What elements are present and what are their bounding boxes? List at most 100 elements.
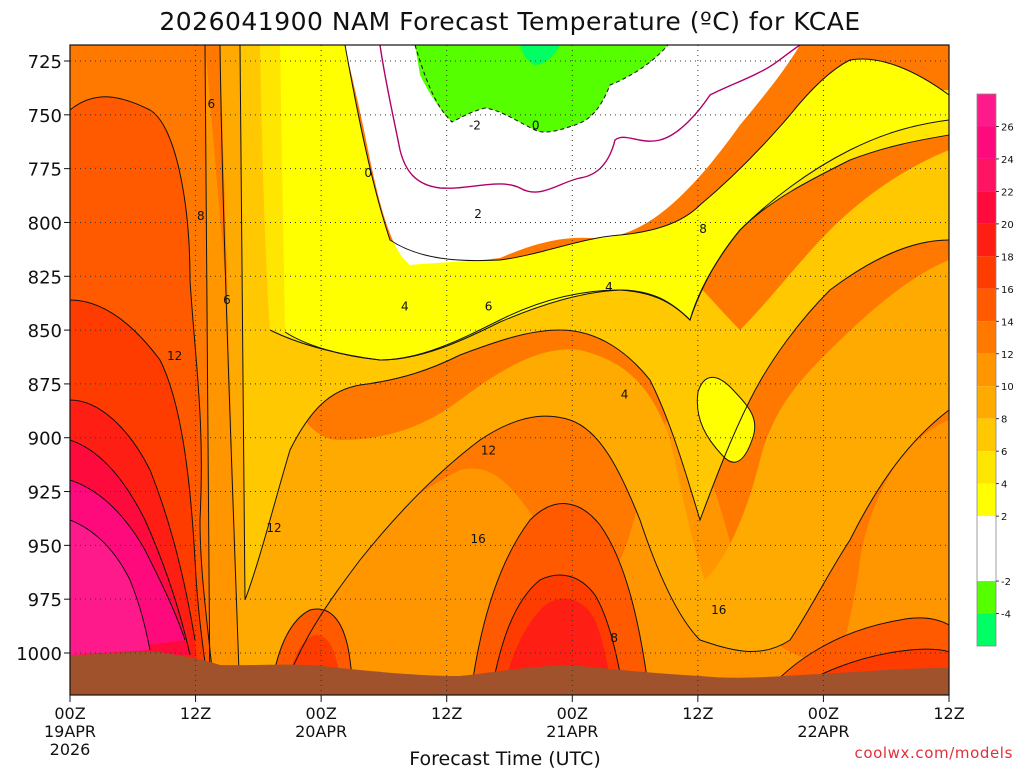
- contour-lines: [70, 45, 949, 695]
- contour-label: 16: [470, 532, 485, 546]
- band-26-to-28-left: [70, 520, 150, 655]
- x-tick-date: 22APR: [797, 722, 849, 741]
- colorbar-band: [977, 386, 996, 419]
- colorbar-band: [977, 288, 996, 322]
- contour-minus2-dashed: [414, 45, 669, 133]
- colorbar-tick-label: 14: [1001, 317, 1014, 328]
- contour-12-vertical: [204, 45, 211, 695]
- freezing-line-0c: [379, 45, 801, 193]
- colorbar-band: [977, 451, 996, 484]
- y-tick-label: 1000: [16, 644, 62, 665]
- colorbar-tick-label: 18: [1001, 252, 1014, 263]
- contour-label: 6: [207, 97, 215, 111]
- x-tick-label: 12Z: [431, 704, 462, 723]
- x-tick-label: 00Z: [54, 704, 85, 723]
- colorbar-tick-label: -4: [1001, 610, 1011, 621]
- contour-14-22apr: [763, 617, 949, 695]
- x-tick-year: 2026: [50, 740, 91, 759]
- colorbar-band: [977, 516, 996, 582]
- colorbar-band: [977, 191, 996, 224]
- y-tick-label: 800: [28, 213, 62, 234]
- colorbar-tick-label: 6: [1001, 447, 1007, 458]
- contour-16-left: [70, 299, 210, 695]
- colorbar-tick-label: 22: [1001, 187, 1014, 198]
- y-tick-label: 850: [28, 321, 62, 342]
- contour-10-vertical: [219, 45, 241, 695]
- y-tick-label: 875: [28, 375, 62, 396]
- contour-16-center: [490, 574, 625, 695]
- y-tick-label: 775: [28, 160, 62, 181]
- band-8-to-10: [220, 45, 949, 695]
- contour-label: 4: [621, 388, 629, 402]
- contour-label: 4: [401, 299, 409, 313]
- band-minus6-to-minus4: [520, 45, 560, 65]
- y-tick-label: 925: [28, 483, 62, 504]
- band-2-to-4: [280, 45, 949, 360]
- contour-14-left: [70, 96, 216, 695]
- contour-label: 8: [699, 222, 707, 236]
- chart-title: 2026041900 NAM Forecast Temperature (ºC)…: [159, 7, 860, 36]
- contour-8: [244, 239, 949, 601]
- contour-14-center: [470, 503, 650, 695]
- credit-text: coolwx.com/models: [855, 744, 1014, 762]
- contour-label: 0: [532, 119, 540, 133]
- colorbar-band: [977, 353, 996, 387]
- contour-label: 2: [474, 207, 482, 221]
- colorbar-band: [977, 613, 996, 646]
- x-tick-date: 19APR: [44, 722, 96, 741]
- contour-10: [281, 409, 949, 695]
- colorbar-frame: [976, 93, 997, 647]
- x-tick-label: 00Z: [808, 704, 839, 723]
- band-10-to-12: [205, 45, 949, 695]
- colorbar-tick-label: -2: [1001, 577, 1011, 588]
- x-axis-label: Forecast Time (UTC): [409, 748, 600, 768]
- colorbar-band: [977, 321, 996, 354]
- y-tick-label: 950: [28, 536, 62, 557]
- colorbar-tick-label: 24: [1001, 155, 1014, 166]
- contour-label: -2: [469, 119, 481, 133]
- contour-label: 16: [711, 603, 726, 617]
- contour-label: 12: [266, 521, 281, 535]
- colorbar-band: [977, 158, 996, 192]
- contour-4: [284, 119, 949, 361]
- contour-4-cell: [696, 376, 756, 463]
- contour-8-vertical: [239, 45, 246, 601]
- y-tick-label: 975: [28, 590, 62, 611]
- x-tick-date: 20APR: [295, 722, 347, 741]
- x-tick-date: 21APR: [546, 722, 598, 741]
- colorbar-tick-label: 26: [1001, 122, 1014, 133]
- y-tick-label: 900: [28, 429, 62, 450]
- contour-2: [344, 45, 949, 262]
- colorbar-tick-label: 4: [1001, 480, 1007, 491]
- plot-frame: [69, 44, 950, 696]
- y-tick-label: 750: [28, 106, 62, 127]
- y-tick-label: 825: [28, 267, 62, 288]
- contour-label: 12: [167, 349, 182, 363]
- contour-label: 8: [610, 631, 618, 645]
- contour-label: 0: [364, 166, 372, 180]
- contour-18-left: [70, 399, 196, 641]
- contour-labels: 6 8 6 12 0 -2 0 2 4 6 4 8 4 12 12 16 8 16: [167, 97, 726, 645]
- contour-14-20apr: [270, 608, 355, 695]
- y-axis: 725 750 775 800 825 850 875 900 925 950 975 1000: [16, 52, 70, 665]
- contour-label: 6: [223, 293, 231, 307]
- band-minus4-to-minus2: [415, 45, 668, 133]
- temperature-field: [70, 45, 949, 695]
- contour-20-left: [70, 439, 191, 656]
- colorbar-tick-label: 2: [1001, 512, 1007, 523]
- x-tick-label: 12Z: [682, 704, 713, 723]
- contour-24-left: [70, 479, 186, 641]
- colorbar-tick-label: 12: [1001, 350, 1014, 361]
- x-tick-label: 12Z: [933, 704, 964, 723]
- contour-label: 4: [605, 280, 613, 294]
- colorbar-band: [977, 94, 996, 127]
- band-6-to-8: [240, 45, 949, 600]
- contour-label: 12: [481, 444, 496, 458]
- y-tick-label: 725: [28, 52, 62, 73]
- colorbar-tick-label: 16: [1001, 285, 1014, 296]
- colorbar-band: [977, 418, 996, 452]
- contour-label: 8: [197, 209, 205, 223]
- terrain-surface: [70, 651, 949, 695]
